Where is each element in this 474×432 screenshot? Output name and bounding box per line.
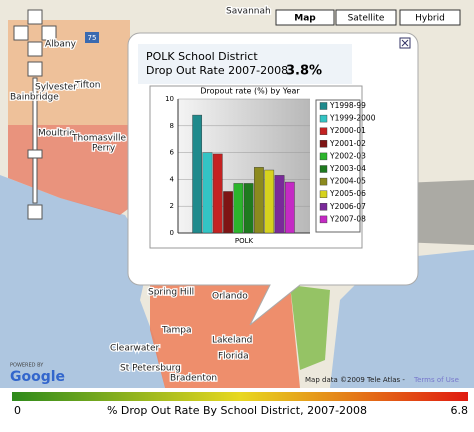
terms-link[interactable]: Terms of Use bbox=[413, 376, 459, 384]
powered-by: POWERED BY bbox=[10, 363, 44, 369]
pan-right[interactable] bbox=[41, 25, 57, 41]
map-type-label[interactable]: Map bbox=[294, 14, 316, 24]
map-type-label[interactable]: Satellite bbox=[348, 14, 385, 24]
map-type-button[interactable] bbox=[399, 9, 461, 26]
place-label: Bainbridge bbox=[10, 93, 59, 103]
bar bbox=[243, 183, 254, 234]
y-tick-label: 8 bbox=[170, 122, 174, 130]
place-label: Moultrie bbox=[38, 129, 75, 139]
place-label: Clearwater bbox=[110, 344, 159, 354]
popup-title: POLK School District bbox=[146, 50, 258, 63]
place-label: Savannah bbox=[226, 7, 271, 17]
bar bbox=[274, 175, 285, 234]
x-tick-label: POLK bbox=[235, 237, 254, 245]
attribution: Map data ©2009 Tele Atlas - bbox=[305, 376, 405, 384]
legend-swatch bbox=[319, 165, 328, 173]
bar bbox=[202, 152, 213, 234]
legend-swatch bbox=[319, 152, 328, 161]
bar bbox=[192, 114, 203, 234]
legend-label: Y2002-03 bbox=[329, 151, 366, 160]
colorbar-min: 0 bbox=[14, 404, 21, 417]
pan-up[interactable] bbox=[27, 9, 43, 25]
legend-label: Y2003-04 bbox=[329, 164, 366, 173]
legend-swatch bbox=[319, 127, 328, 135]
legend-swatch bbox=[319, 190, 328, 198]
popup-rate: 3.8% bbox=[286, 64, 322, 79]
y-tick-label: 6 bbox=[170, 149, 175, 157]
region bbox=[290, 285, 330, 370]
popup-subtitle: Drop Out Rate 2007-2008: bbox=[146, 64, 292, 77]
bar bbox=[264, 169, 275, 234]
place-label: Perry bbox=[92, 144, 116, 154]
y-tick-label: 10 bbox=[165, 95, 174, 103]
bar bbox=[212, 153, 223, 234]
place-label: Lakeland bbox=[212, 336, 252, 346]
place-label: Florida bbox=[218, 352, 249, 362]
gulf bbox=[0, 175, 165, 388]
close-icon bbox=[401, 39, 409, 47]
legend-label: Y1998-99 bbox=[329, 101, 366, 110]
legend-label: Y2000-01 bbox=[329, 126, 366, 135]
legend-label: Y2001-02 bbox=[329, 139, 366, 148]
colorbar-title: % Drop Out Rate By School District, 2007… bbox=[107, 404, 367, 417]
pan-left[interactable] bbox=[13, 25, 29, 41]
bar bbox=[233, 183, 244, 234]
zoom-in[interactable] bbox=[27, 61, 43, 77]
map-type-label[interactable]: Hybrid bbox=[415, 14, 445, 24]
place-label: Albany bbox=[45, 40, 77, 50]
google-logo: Google bbox=[10, 369, 65, 385]
colorbar-max: 6.8 bbox=[451, 404, 469, 417]
popup-header bbox=[138, 44, 352, 84]
legend-swatch bbox=[319, 177, 328, 186]
legend-swatch bbox=[319, 102, 328, 110]
legend-swatch bbox=[319, 140, 328, 148]
legend-swatch bbox=[319, 114, 328, 123]
place-label: Sylvester bbox=[35, 83, 77, 93]
legend-swatch bbox=[319, 203, 328, 211]
zoom-out[interactable] bbox=[27, 204, 43, 220]
legend-swatch bbox=[319, 215, 328, 224]
chart-title: Dropout rate (%) by Year bbox=[200, 87, 300, 96]
place-label: Spring Hill bbox=[148, 288, 194, 298]
y-tick-label: 0 bbox=[170, 229, 174, 237]
map-type-button[interactable] bbox=[335, 9, 397, 26]
pan-down[interactable] bbox=[27, 41, 43, 57]
legend-label: Y2005-06 bbox=[329, 189, 366, 198]
place-label: Tampa bbox=[161, 326, 192, 336]
place-label: Orlando bbox=[212, 292, 248, 302]
place-label: St Petersburg bbox=[120, 364, 181, 374]
map-type-button[interactable] bbox=[275, 9, 335, 26]
zoom-control[interactable] bbox=[13, 9, 57, 220]
place-label: Tifton bbox=[74, 81, 100, 91]
bar bbox=[284, 181, 295, 234]
legend-label: Y2006-07 bbox=[329, 202, 366, 211]
legend-label: Y1999-2000 bbox=[329, 114, 376, 123]
zoom-thumb[interactable] bbox=[27, 149, 43, 159]
legend-label: Y2004-05 bbox=[329, 177, 366, 186]
bar bbox=[254, 167, 264, 234]
road-label: 75 bbox=[88, 34, 97, 42]
place-label: Thomasville bbox=[71, 134, 127, 144]
region bbox=[8, 125, 140, 215]
road-shield bbox=[85, 32, 99, 43]
zoom-track[interactable] bbox=[32, 77, 38, 204]
bar bbox=[223, 191, 233, 234]
colorbar bbox=[12, 392, 468, 401]
y-tick-label: 2 bbox=[170, 202, 174, 210]
place-label: Bradenton bbox=[170, 374, 217, 384]
y-tick-label: 4 bbox=[170, 175, 175, 183]
legend-label: Y2007-08 bbox=[329, 214, 366, 223]
